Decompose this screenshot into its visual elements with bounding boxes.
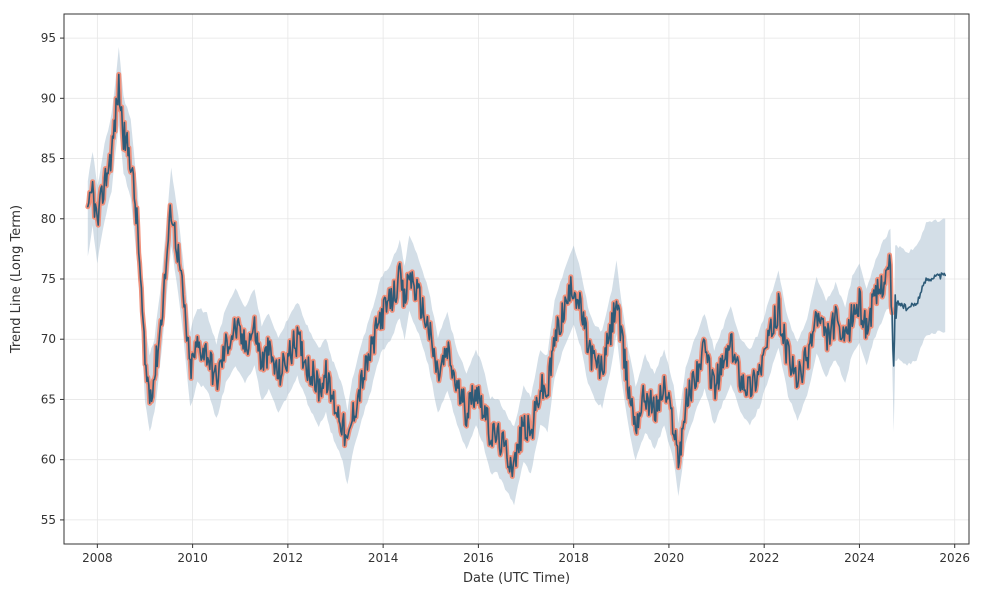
x-tick-label: 2014 [368, 551, 399, 565]
x-tick-label: 2010 [177, 551, 208, 565]
time-series-chart: 55 60 65 70 75 80 85 90 95 2008 2010 2012 2014 2016 20… [0, 0, 989, 590]
x-tick-label: 2024 [844, 551, 875, 565]
y-tick-label: 85 [41, 152, 56, 166]
x-tick-label: 2008 [82, 551, 113, 565]
y-tick-label: 60 [41, 453, 56, 467]
x-tick-label: 2022 [749, 551, 780, 565]
y-axis-label: Trend Line (Long Term) [9, 205, 24, 354]
y-tick-label: 80 [41, 212, 56, 226]
y-tick-label: 75 [41, 272, 56, 286]
x-tick-label: 2026 [939, 551, 970, 565]
x-axis-label: Date (UTC Time) [463, 571, 570, 586]
y-tick-label: 70 [41, 332, 56, 346]
x-tick-label: 2018 [558, 551, 589, 565]
x-tick-label: 2020 [654, 551, 685, 565]
x-tick-label: 2016 [463, 551, 494, 565]
y-tick-label: 95 [41, 31, 56, 45]
y-tick-label: 65 [41, 392, 56, 406]
y-tick-label: 55 [41, 513, 56, 527]
chart-container: 55 60 65 70 75 80 85 90 95 2008 2010 2012 2014 2016 20… [0, 0, 989, 590]
y-tick-label: 90 [41, 91, 56, 105]
x-tick-label: 2012 [273, 551, 304, 565]
